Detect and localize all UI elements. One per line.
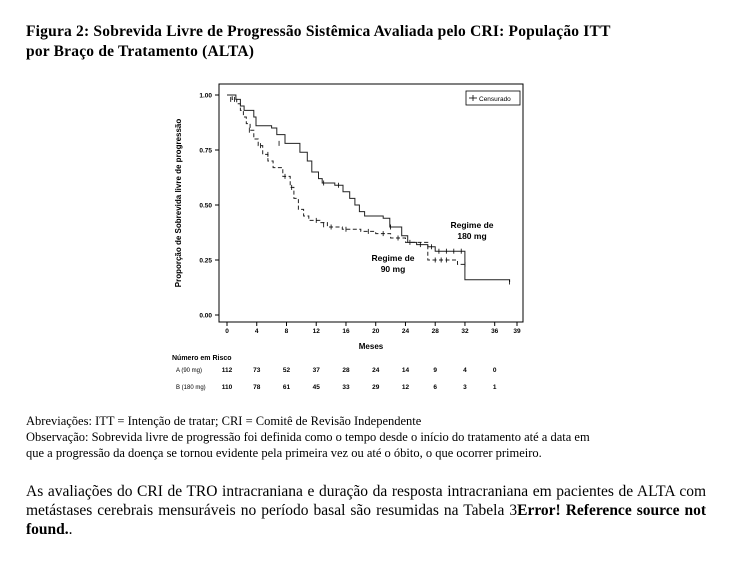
observation-note-line-2: que a progressão da doença se tornou evi… xyxy=(26,446,542,460)
risk-value: 6 xyxy=(433,384,437,391)
y-tick-label: 0.50 xyxy=(199,203,212,210)
risk-value: 73 xyxy=(253,367,261,374)
series-label-line: Regime de xyxy=(372,253,415,263)
risk-value: 110 xyxy=(222,384,233,391)
x-tick-label: 8 xyxy=(285,328,289,335)
figure-caption: Figura 2: Sobrevida Livre de Progressão … xyxy=(26,22,716,62)
risk-value: 24 xyxy=(372,367,380,374)
risk-value: 14 xyxy=(402,367,410,374)
y-tick-label: 0.25 xyxy=(199,258,212,265)
caption-line-2: por Braço de Tratamento (ALTA) xyxy=(26,43,255,60)
observation-note-line-1: Observação: Sobrevida livre de progressã… xyxy=(26,430,590,444)
figure-notes: Abreviações: ITT = Intenção de tratar; C… xyxy=(26,413,716,461)
y-tick-label: 0.75 xyxy=(199,148,212,155)
risk-value: 9 xyxy=(433,367,437,374)
km-chart: 0.000.250.500.751.000 4 8 12 16 20 24 28 32 36 39M… xyxy=(172,83,524,391)
series-label-line: 90 mg xyxy=(381,264,406,274)
body-text: As avaliações do CRI de TRO intracranian… xyxy=(26,483,706,519)
km-curve-180mg xyxy=(227,94,511,282)
risk-value: 29 xyxy=(372,384,380,391)
risk-value: 33 xyxy=(342,384,350,391)
x-tick-label: 16 xyxy=(342,328,350,335)
risk-value: 1 xyxy=(493,384,497,391)
y-tick-label: 1.00 xyxy=(199,93,212,100)
km-curve-90mg xyxy=(227,94,465,265)
body-paragraph: As avaliações do CRI de TRO intracranian… xyxy=(26,482,706,539)
series-label-line: 180 mg xyxy=(457,231,486,241)
x-tick-label: 39 xyxy=(513,328,521,335)
risk-value: 45 xyxy=(313,384,321,391)
x-tick-label: 0 xyxy=(225,328,229,335)
x-tick-label: 32 xyxy=(461,328,469,335)
risk-value: 4 xyxy=(463,367,467,374)
reference-error: Error! Reference source not found. xyxy=(26,502,706,538)
risk-value: 28 xyxy=(342,367,350,374)
legend-label: Censurado xyxy=(479,96,511,103)
risk-value: 52 xyxy=(283,367,291,374)
plot-frame xyxy=(218,83,524,323)
risk-value: 0 xyxy=(493,367,497,374)
x-tick-label: 24 xyxy=(402,328,410,335)
risk-value: 78 xyxy=(253,384,261,391)
risk-table-title: Número em Risco xyxy=(172,355,232,362)
x-tick-label: 28 xyxy=(432,328,440,335)
risk-value: 3 xyxy=(463,384,467,391)
series-label-line: Regime de xyxy=(451,220,494,230)
y-tick-label: 0.00 xyxy=(199,313,212,320)
body-end: . xyxy=(68,521,73,538)
y-axis-label: Proporção de Sobrevida livre de progress… xyxy=(174,119,183,288)
abbreviations-note: Abreviações: ITT = Intenção de tratar; C… xyxy=(26,414,422,428)
risk-row-label: A (90 mg) xyxy=(176,368,202,374)
risk-value: 37 xyxy=(313,367,321,374)
caption-line-1: Figura 2: Sobrevida Livre de Progressão … xyxy=(26,23,611,40)
risk-value: 61 xyxy=(283,384,291,391)
x-tick-label: 12 xyxy=(313,328,321,335)
x-tick-label: 36 xyxy=(491,328,499,335)
risk-value: 12 xyxy=(402,384,410,391)
risk-value: 112 xyxy=(222,367,233,374)
risk-row-label: B (180 mg) xyxy=(176,385,206,391)
x-axis-label: Meses xyxy=(359,342,384,351)
legend-box xyxy=(465,90,521,106)
x-tick-label: 20 xyxy=(372,328,380,335)
x-tick-label: 4 xyxy=(255,328,259,335)
